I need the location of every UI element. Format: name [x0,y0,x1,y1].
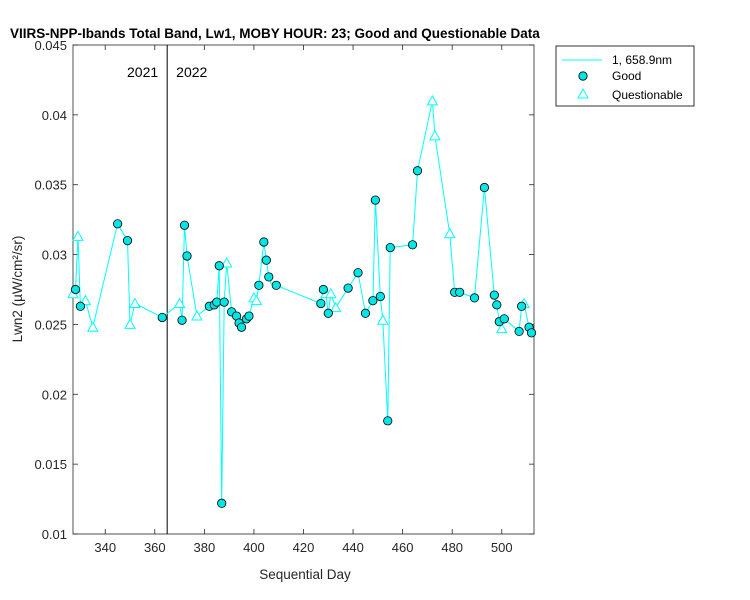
good-point [236,322,247,332]
good-point [492,300,502,310]
good-point [353,268,363,278]
x-tick-label: 420 [293,540,315,555]
y-tick-label: 0.02 [42,387,67,402]
y-axis-label: Lwn2 (µW/cm²/sr) [10,236,25,343]
questionable-point [220,256,233,268]
good-point [412,166,423,176]
good-point [244,311,254,321]
y-tick-label: 0.015 [34,457,67,472]
x-axis-label: Sequential Day [259,567,351,582]
axes-frame [72,44,535,535]
questionable-point [191,310,203,321]
legend-questionable-swatch [577,87,589,99]
year-label-2022: 2022 [176,64,207,80]
good-point [75,301,86,311]
questionable-point [324,287,337,299]
good-point [157,312,167,323]
good-point [271,280,281,290]
x-tick-label: 480 [441,540,463,555]
questionable-point [72,230,84,241]
questionable-point [124,318,136,329]
questionable-point [250,294,263,306]
plot-area: 340 360 380 400 420 440 460 480 500 0.01 0.015 0.02… [34,38,537,555]
questionable-point [443,227,456,239]
questionable-point [129,297,141,308]
questionable-point [173,297,186,308]
good-point [179,220,190,230]
questionable-point [376,314,389,325]
good-point [214,261,224,271]
year-label-2021: 2021 [127,64,158,80]
y-tick-label: 0.03 [42,248,67,263]
good-point [261,255,271,265]
good-point [385,242,395,253]
good-point [368,296,378,306]
good-point [343,283,353,293]
questionable-point [426,94,439,106]
legend: 1, 658.9nm Good Questionable [555,45,695,107]
x-tick-label: 460 [392,540,414,555]
good-point [469,293,480,303]
good-point [264,272,274,282]
good-point [360,308,371,318]
good-point [370,195,380,205]
questionable-point [329,301,342,313]
good-point [323,308,333,318]
good-point [70,284,81,295]
y-tick-label: 0.035 [34,178,67,193]
y-tick-label: 0.01 [42,527,67,542]
good-point [517,301,527,311]
questionable-point [86,321,99,332]
good-point [122,236,133,246]
legend-entry-line: 1, 658.9nm [612,53,672,67]
good-point [526,328,537,338]
x-tick-label: 400 [243,540,265,555]
series-line-658nm [72,100,532,504]
y-tick-label: 0.025 [34,317,67,332]
x-tick-label: 440 [342,540,364,555]
good-point [259,237,269,247]
questionable-point [429,129,441,141]
good-point [316,298,326,309]
good-point [514,326,524,337]
y-tick-label: 0.045 [34,38,67,53]
chart-title: VIIRS-NPP-Ibands Total Band, Lw1, MOBY H… [10,26,540,41]
good-point [383,416,393,426]
good-point [489,290,499,300]
good-point [318,284,328,295]
good-point [499,314,509,324]
good-point [219,297,229,307]
x-tick-label: 340 [94,540,116,555]
x-tick-label: 360 [144,540,166,555]
x-tick-label: 500 [491,540,513,555]
legend-good-swatch [578,71,588,81]
y-tick-label: 0.04 [42,108,67,123]
good-point [479,182,490,193]
good-point [407,240,418,250]
x-tick-label: 380 [194,540,216,555]
good-point [177,315,187,325]
legend-entry-good: Good [612,69,641,83]
good-point [182,251,192,261]
legend-entry-questionable: Questionable [612,88,683,102]
questionable-point [495,322,508,334]
good-point [113,219,123,229]
good-point [254,280,264,290]
good-point [375,291,385,302]
good-point [455,287,465,297]
good-point [217,498,227,508]
